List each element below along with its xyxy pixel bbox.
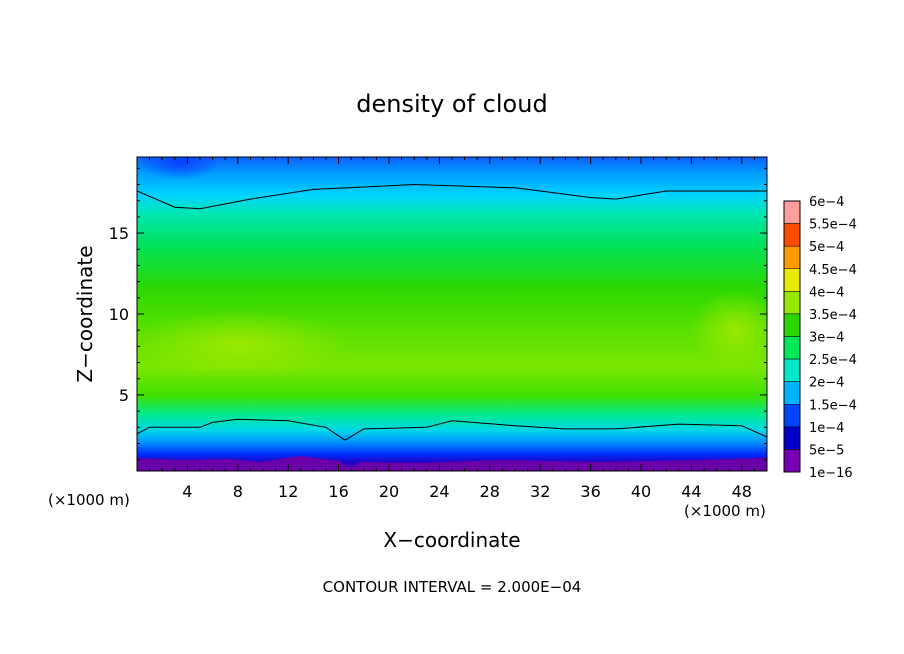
colorbar-label: 1e−16 [809,466,853,481]
x-tick-label: 16 [328,482,348,501]
colorbar-label: 4e−4 [809,285,844,300]
colorbar-frame [783,200,801,473]
x-axis-ticks: 4 8 12 16 20 24 28 32 36 40 44 48 [149,157,755,501]
y-axis-label: Z−coordinate [73,245,97,382]
colorbar-swatch-0 [783,200,801,224]
x-tick-label: 40 [631,482,651,501]
colorbar-swatch-4 [783,291,801,315]
colorbar-label: 1e−4 [809,421,844,436]
colorbar-swatch-3 [783,268,801,292]
colorbar-label: 3e−4 [809,331,844,346]
colorbar-swatch-7 [783,358,801,382]
colorbar-swatch-9 [783,404,801,428]
colorbar-label: 2e−4 [809,376,844,391]
ground-band-right [350,458,767,471]
field-patch-top-left [140,157,220,180]
x-unit-left: (×1000 m) [48,491,130,509]
contour-interval-footer: CONTOUR INTERVAL = 2.000E−04 [323,578,582,596]
colorbar-swatch-11 [783,449,801,473]
contour-line-lower [137,418,767,441]
colorbar-label: 6e−4 [809,195,844,210]
colorbar-label: 3.5e−4 [809,308,857,323]
contour-line-upper [137,183,767,210]
x-tick-label: 36 [580,482,600,501]
x-tick-label: 24 [429,482,449,501]
y-tick-label: 10 [109,305,129,324]
x-tick-label: 20 [379,482,399,501]
colorbar-label: 2.5e−4 [809,353,857,368]
x-unit-right: (×1000 m) [684,502,766,520]
x-tick-label: 12 [278,482,298,501]
x-tick-label: 44 [681,482,701,501]
field-patch-warm-left [137,310,350,380]
x-tick-label: 28 [480,482,500,501]
x-axis-label: X−coordinate [383,528,520,552]
y-axis-ticks: 5 10 15 [109,167,767,461]
y-tick-label: 5 [119,386,129,405]
x-tick-label: 4 [182,482,192,501]
colorbar: 6e−4 5.5e−4 5e−4 4.5e−4 4e−4 3.5e−4 3e−4 2.5e−4… [783,195,857,481]
chart-title: density of cloud [356,90,547,118]
colorbar-label: 4.5e−4 [809,263,857,278]
colorbar-swatch-2 [783,245,801,270]
x-tick-label: 32 [530,482,550,501]
y-tick-label: 15 [109,224,129,243]
x-tick-label: 48 [732,482,752,501]
colorbar-label: 5.5e−4 [809,218,857,233]
colorbar-swatch-1 [783,223,801,247]
colorbar-label: 5e−4 [809,240,844,255]
ground-band [137,456,350,471]
colorbar-swatch-8 [783,381,801,405]
x-tick-label: 8 [233,482,243,501]
colorbar-label: 1.5e−4 [809,398,857,413]
colorbar-label: 5e−5 [809,443,844,458]
colorbar-swatch-5 [783,313,801,337]
colorbar-swatch-10 [783,426,801,450]
field-patch-warm-right [690,290,767,370]
colorbar-swatch-6 [783,336,801,360]
